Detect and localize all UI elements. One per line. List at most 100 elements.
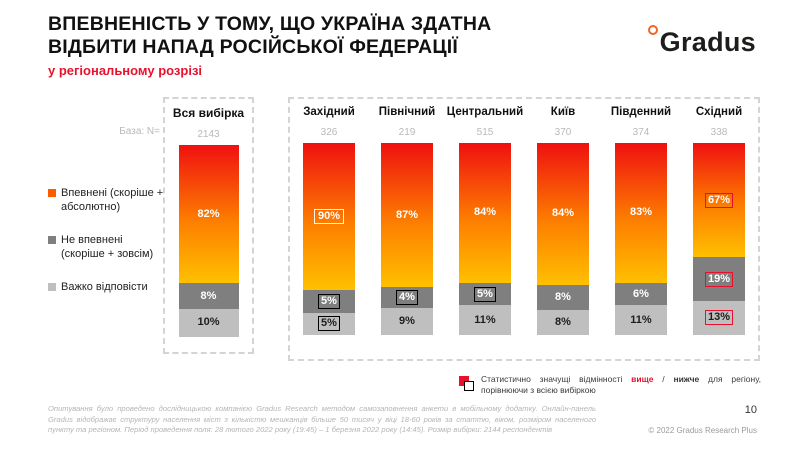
column-base-n: 338 xyxy=(710,127,728,138)
bar-segment-1: 19% xyxy=(693,257,745,301)
bar-column-3: Центральний 515 84% 5% 11% xyxy=(446,106,524,359)
bar-value-label: 8% xyxy=(200,289,217,302)
bar-segment-1: 6% xyxy=(615,282,667,306)
stacked-bar: 84% 8% 8% xyxy=(537,143,589,335)
bar-column-2: Північний 219 87% 4% 9% xyxy=(371,106,443,359)
column-title: Київ xyxy=(550,106,576,118)
bar-column-5: Південний 374 83% 6% 11% xyxy=(605,106,677,359)
bar-value-label: 19% xyxy=(704,271,734,287)
page-title-line1: ВПЕВНЕНІСТЬ У ТОМУ, ЩО УКРАЇНА ЗДАТНА xyxy=(48,13,492,35)
bar-value-label: 90% xyxy=(313,209,345,225)
column-title: Вся вибірка xyxy=(172,106,245,120)
bar-value-label: 67% xyxy=(704,192,734,208)
regions-panel: Західний 326 90% 5% 5% Північний 219 87% 4% 9% Цен… xyxy=(288,97,760,361)
column-title: Південний xyxy=(610,106,672,118)
legend-item-not-confident: Не впевнені (скоріше + зовсім) xyxy=(48,233,166,261)
bar-column-1: Західний 326 90% 5% 5% xyxy=(293,106,365,359)
bar-segment-2: 9% xyxy=(381,308,433,336)
methodology-footnote: Опитування було проведено дослідницькою … xyxy=(48,404,596,436)
copyright: © 2022 Gradus Research Plus xyxy=(648,426,757,435)
bar-segment-1: 5% xyxy=(303,290,355,313)
stacked-bar: 82% 8% 10% xyxy=(178,145,239,337)
bar-value-label: 8% xyxy=(555,315,571,328)
legend-label-not-confident: Не впевнені (скоріше + зовсім) xyxy=(61,234,154,260)
footnote-line3: пункту та регіоном. Період проведення по… xyxy=(48,425,553,434)
significance-higher: вище xyxy=(631,374,654,384)
bar-segment-0: 67% xyxy=(693,143,745,258)
total-sample-panel: Вся вибірка 2143 82% 8% 10% xyxy=(163,97,254,354)
column-title: Західний xyxy=(303,106,355,118)
bar-value-label: 11% xyxy=(474,313,496,326)
bar-value-label: 5% xyxy=(318,293,340,309)
column-base-n: 326 xyxy=(320,127,338,138)
legend-label-hard-to-say: Важко відповісти xyxy=(61,281,148,293)
bar-column-6: Східний 338 67% 19% 13% xyxy=(683,106,755,359)
bar-value-label: 6% xyxy=(633,287,649,300)
bar-value-label: 4% xyxy=(396,290,418,306)
bar-value-label: 5% xyxy=(318,316,340,332)
bar-value-label: 8% xyxy=(555,290,571,303)
bar-segment-0: 87% xyxy=(381,143,433,288)
stacked-bar: 87% 4% 9% xyxy=(381,143,433,336)
column-base-n: 374 xyxy=(632,127,650,138)
bar-segment-2: 11% xyxy=(459,305,511,335)
column-title: Східний xyxy=(695,106,743,118)
bar-segment-2: 8% xyxy=(537,309,589,335)
bar-segment-0: 84% xyxy=(537,143,589,285)
legend-swatch-confident-icon xyxy=(48,189,56,197)
column-base-n: 219 xyxy=(398,127,416,138)
legend-label-confident: Впевнені (скоріше + абсолютно) xyxy=(61,187,164,213)
bar-segment-1: 4% xyxy=(381,287,433,309)
column-title: Північний xyxy=(378,106,436,118)
bar-value-label: 10% xyxy=(197,316,220,329)
bar-segment-0: 83% xyxy=(615,143,667,283)
base-n-label: База: N= xyxy=(119,126,160,137)
bar-segment-2: 11% xyxy=(615,305,667,335)
logo-text: Gradus xyxy=(659,27,756,57)
bar-value-label: 82% xyxy=(197,207,220,220)
bar-segment-1: 5% xyxy=(459,282,511,306)
stacked-bar: 83% 6% 11% xyxy=(615,143,667,335)
footnote-line2: Gradus відображає структуру населення мі… xyxy=(48,414,596,424)
bar-column-total: Вся вибірка 2143 82% 8% 10% xyxy=(173,106,245,352)
bar-segment-1: 8% xyxy=(178,283,239,309)
bar-segment-2: 5% xyxy=(303,312,355,335)
legend-swatch-hard-to-say-icon xyxy=(48,283,56,291)
bar-segment-0: 90% xyxy=(303,143,355,291)
bar-value-label: 5% xyxy=(474,286,496,302)
legend-item-hard-to-say: Важко відповісти xyxy=(48,280,166,294)
column-base-n: 515 xyxy=(476,127,494,138)
bar-column-4: Київ 370 84% 8% 8% xyxy=(527,106,599,359)
significance-note: Статистично значущі відмінності вище / н… xyxy=(459,374,761,396)
significance-boxes-icon xyxy=(459,376,474,391)
bar-value-label: 84% xyxy=(551,207,575,220)
page-title-line2: ВІДБИТИ НАПАД РОСІЙСЬКОЇ ФЕДЕРАЦІЇ xyxy=(48,36,458,58)
footnote-line1: Опитування було проведено дослідницькою … xyxy=(48,404,596,413)
legend-item-confident: Впевнені (скоріше + абсолютно) xyxy=(48,186,166,214)
page-number: 10 xyxy=(744,404,757,416)
stacked-bar: 84% 5% 11% xyxy=(459,143,511,335)
bar-value-label: 9% xyxy=(399,315,415,328)
page-subtitle: у регіональному розрізі xyxy=(48,63,203,78)
bar-value-label: 83% xyxy=(629,206,653,219)
column-base-n: 2143 xyxy=(197,129,220,140)
bar-segment-1: 8% xyxy=(537,284,589,310)
legend-swatch-not-confident-icon xyxy=(48,236,56,244)
bar-segment-0: 84% xyxy=(459,143,511,283)
page-title: ВПЕВНЕНІСТЬ У ТОМУ, ЩО УКРАЇНА ЗДАТНА ВІ… xyxy=(48,13,491,59)
significance-lower: нижче xyxy=(673,374,700,384)
stacked-bar: 90% 5% 5% xyxy=(303,143,355,335)
significance-note-text: Статистично значущі відмінності вище / н… xyxy=(481,374,761,395)
bar-value-label: 84% xyxy=(473,206,497,219)
stacked-bar: 67% 19% 13% xyxy=(693,143,745,335)
column-base-n: 370 xyxy=(554,127,572,138)
gradus-logo: Gradus xyxy=(647,25,756,58)
bar-value-label: 13% xyxy=(704,310,734,326)
bar-value-label: 87% xyxy=(395,208,419,221)
bar-segment-0: 82% xyxy=(178,145,239,284)
logo-degree-icon xyxy=(647,25,658,35)
column-title: Центральний xyxy=(446,106,524,118)
bar-segment-2: 10% xyxy=(178,308,239,337)
chart-legend: Впевнені (скоріше + абсолютно) Не впевне… xyxy=(48,186,166,313)
